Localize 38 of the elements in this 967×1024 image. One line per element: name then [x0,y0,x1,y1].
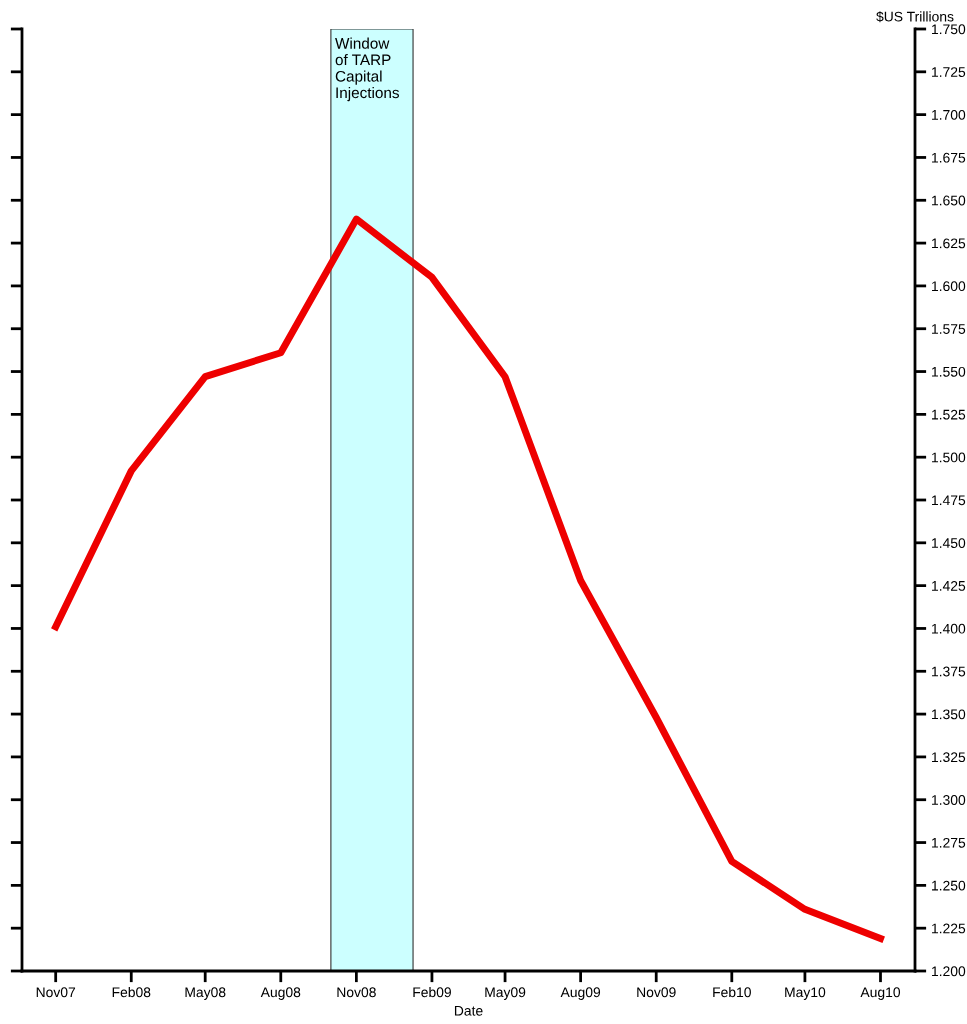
x-tick-label: Feb08 [112,986,151,998]
y-tick-label: 1.375 [932,666,966,677]
x-tick-label: May09 [485,987,526,1000]
x-tick-label: Feb09 [413,986,451,998]
band-label: Window of TARP Capital Injections [335,37,399,102]
y-tick-label: 1.275 [932,837,966,848]
y-tick-label: 1.300 [932,795,966,805]
y-tick-label: 1.225 [932,923,966,934]
y-tick-label: 1.600 [932,281,966,292]
y-tick-label: 1.525 [932,409,966,420]
y-tick-label: 1.500 [932,452,966,463]
x-tick-label: May10 [785,987,826,1000]
y-tick-label: 1.725 [932,67,966,77]
y-tick-label: 1.425 [932,580,966,591]
y-tick-label: 1.750 [932,24,966,35]
x-axis-title: Date [454,1005,483,1016]
y-tick-label: 1.350 [932,709,966,720]
y-axis-title: $US Trillions [876,11,954,23]
y-tick-label: 1.700 [932,109,966,120]
y-tick-label: 1.200 [932,966,966,977]
y-tick-label: 1.400 [932,623,966,634]
y-tick-label: 1.625 [932,238,966,249]
y-tick-label: 1.675 [932,152,966,163]
x-tick-label: Aug08 [260,987,301,1000]
x-tick-label: Aug09 [560,987,601,1000]
y-tick-label: 1.325 [932,752,966,763]
y-tick-label: 1.550 [932,366,966,377]
x-tick-label: Feb10 [713,986,751,998]
x-tick-label: Aug10 [860,987,901,1000]
x-tick-label: Nov08 [337,987,376,998]
y-tick-label: 1.650 [932,195,966,206]
x-tick-label: Nov09 [637,987,676,998]
x-tick-label: May08 [185,987,226,1000]
x-tick-label: Nov07 [36,987,76,998]
y-tick-label: 1.250 [932,880,966,891]
y-tick-label: 1.475 [932,495,966,506]
y-tick-label: 1.450 [932,538,966,548]
y-tick-label: 1.575 [932,324,966,334]
